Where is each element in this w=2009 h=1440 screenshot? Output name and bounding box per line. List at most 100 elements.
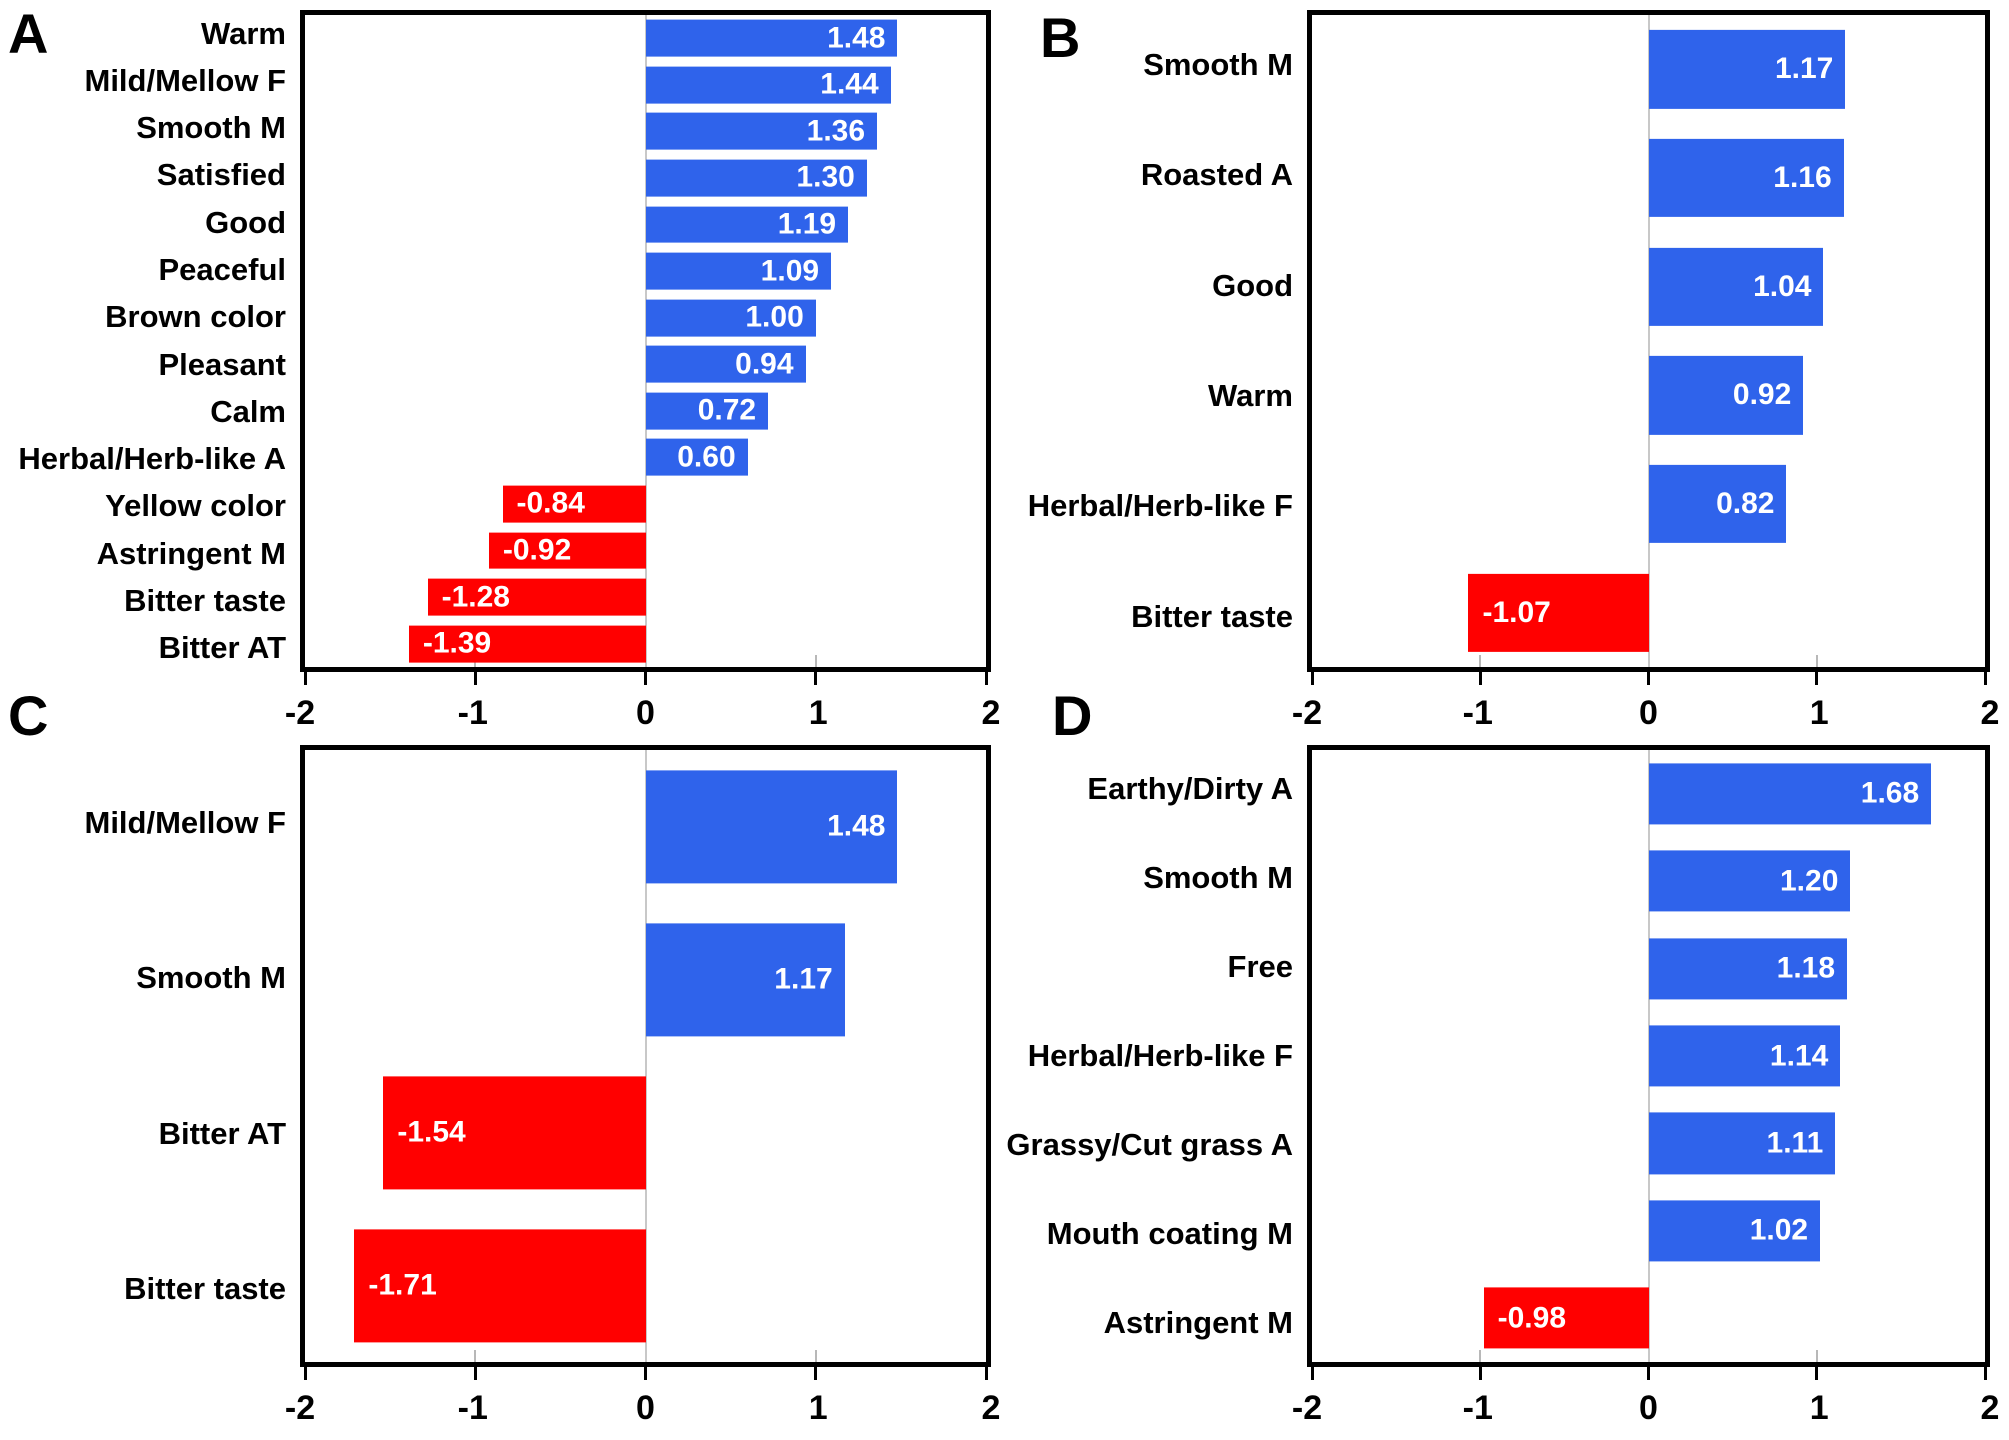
axis-tick-mark	[644, 671, 647, 685]
category-label: Bitter taste	[124, 583, 286, 619]
x-tick-label: 1	[1809, 694, 1829, 732]
positive-bar: 0.60	[645, 439, 748, 476]
bar-row: 1.48	[305, 15, 986, 62]
bar-value-label: -1.07	[1482, 595, 1551, 629]
x-tick-label: -2	[284, 1389, 316, 1427]
axis-tick-inside	[474, 1350, 477, 1362]
bar-row: 1.11	[1312, 1100, 1985, 1187]
bar-value-label: -1.71	[368, 1268, 437, 1302]
bar-value-label: -0.98	[1497, 1301, 1567, 1335]
category-label: Mouth coating M	[1046, 1215, 1293, 1251]
axis-tick-inside	[1479, 655, 1482, 667]
category-label: Free	[1227, 949, 1293, 985]
axis-tick-inside	[1479, 1350, 1482, 1362]
bar-row: 1.02	[1312, 1187, 1985, 1274]
bar-row: 1.16	[1312, 124, 1985, 233]
negative-bar: -0.98	[1483, 1287, 1649, 1349]
bar-value-label: 1.11	[1766, 1126, 1824, 1160]
bar-row: 1.17	[1312, 15, 1985, 124]
bar-row: 0.82	[1312, 450, 1985, 559]
negative-bar: -1.07	[1468, 573, 1649, 652]
x-tick-label: 2	[1980, 694, 2000, 732]
category-label: Mild/Mellow F	[84, 62, 287, 98]
plot-area: 1.68 1.20 1.18 1.14 1.11 1.02 -0.98	[1307, 745, 1990, 1380]
category-label-column: Earthy/Dirty A Smooth M Free Herbal/Herb-li…	[0, 745, 1293, 1367]
negative-bar: -0.84	[502, 485, 646, 523]
bar-value-label: 1.48	[827, 809, 886, 843]
negative-bar: -1.54	[383, 1075, 646, 1190]
category-label-column: Warm Mild/Mellow F Smooth M Satisfied Good Pe…	[0, 10, 286, 672]
x-axis: -2 -1 0 1 2	[285, 1385, 1001, 1431]
axis-tick-mark	[644, 1366, 647, 1380]
bar-value-label: 1.44	[820, 67, 879, 101]
bar-row: 0.94	[305, 341, 986, 388]
negative-bar: -1.71	[354, 1228, 646, 1343]
axis-tick-mark	[303, 1366, 307, 1380]
x-tick-label: -2	[284, 694, 316, 732]
x-tick-label: -2	[1291, 1389, 1323, 1427]
positive-bar: 1.48	[645, 19, 898, 57]
zero-gridline	[644, 15, 647, 667]
category-label: Pleasant	[158, 346, 286, 382]
category-label: Smooth M	[1143, 860, 1293, 896]
x-tick-label: -1	[1462, 694, 1493, 732]
x-tick-label: -1	[457, 1389, 488, 1427]
bar-value-label: 1.02	[1749, 1213, 1809, 1247]
positive-bar: 0.92	[1648, 356, 1804, 435]
negative-bar: -1.28	[427, 578, 646, 616]
axis-tick-mark	[1478, 671, 1482, 685]
bar-value-label: 1.16	[1773, 160, 1832, 194]
axis-tick-mark	[473, 671, 477, 685]
positive-bar: 0.82	[1648, 464, 1787, 544]
panel-letter-d: D	[1052, 684, 1093, 747]
category-label: Warm	[201, 15, 286, 51]
bar-row: 0.72	[305, 388, 986, 435]
panel-letter-b: B	[1040, 6, 1081, 69]
axis-tick-inside	[1815, 655, 1818, 667]
bar-row: 1.19	[305, 201, 986, 248]
bar-row: 1.17	[305, 903, 986, 1056]
bar-row: 1.44	[305, 62, 986, 109]
negative-bar: -1.39	[408, 625, 646, 663]
category-label: Herbal/Herb-like A	[18, 441, 286, 477]
panel-letter-a: A	[8, 2, 49, 65]
bar-value-label: 1.18	[1776, 951, 1836, 985]
positive-bar: 1.68	[1648, 763, 1932, 825]
category-label-column: Mild/Mellow F Smooth M Bitter AT Bitter tas…	[0, 745, 287, 1367]
bar-value-label: 0.60	[677, 440, 736, 474]
category-label: Yellow color	[105, 488, 286, 524]
category-label: Herbal/Herb-like F	[1027, 1038, 1293, 1073]
positive-bar: 1.44	[645, 66, 891, 104]
bar-row: 1.18	[1312, 925, 1985, 1012]
x-tick-label: 0	[1639, 694, 1658, 732]
category-label: Earthy/Dirty A	[1087, 771, 1293, 807]
bar-value-label: 1.17	[774, 962, 833, 996]
positive-bar: 1.04	[1648, 247, 1824, 326]
bar-row: 1.09	[305, 248, 986, 295]
bar-value-label: 1.00	[745, 300, 804, 334]
bar-row: 0.92	[1312, 341, 1985, 450]
positive-bar: 1.00	[645, 299, 816, 337]
positive-bar: 1.17	[1648, 30, 1846, 109]
category-label: Bitter taste	[1131, 598, 1293, 634]
bar-value-label: 1.20	[1780, 864, 1839, 898]
category-label: Warm	[1208, 378, 1293, 414]
bar-row: -0.92	[305, 527, 986, 574]
bar-value-label: 1.48	[827, 21, 886, 55]
zero-gridline	[1647, 15, 1650, 667]
category-label: Good	[1212, 267, 1293, 303]
x-tick-label: 0	[636, 1389, 655, 1427]
category-label: Mild/Mellow F	[84, 804, 287, 840]
bar-value-label: 0.92	[1732, 378, 1792, 412]
bar-row: -1.54	[305, 1056, 986, 1209]
bar-row: 1.00	[305, 294, 986, 341]
positive-bar: 1.18	[1648, 937, 1848, 1000]
bar-value-label: 1.68	[1860, 776, 1920, 810]
bar-row: 1.30	[305, 155, 986, 202]
x-tick-label: 0	[1639, 1389, 1658, 1427]
positive-bar: 1.19	[645, 206, 849, 243]
bar-row: -0.98	[1312, 1275, 1985, 1362]
axis-tick-mark	[1815, 1366, 1819, 1380]
x-tick-label: -2	[1291, 694, 1323, 732]
